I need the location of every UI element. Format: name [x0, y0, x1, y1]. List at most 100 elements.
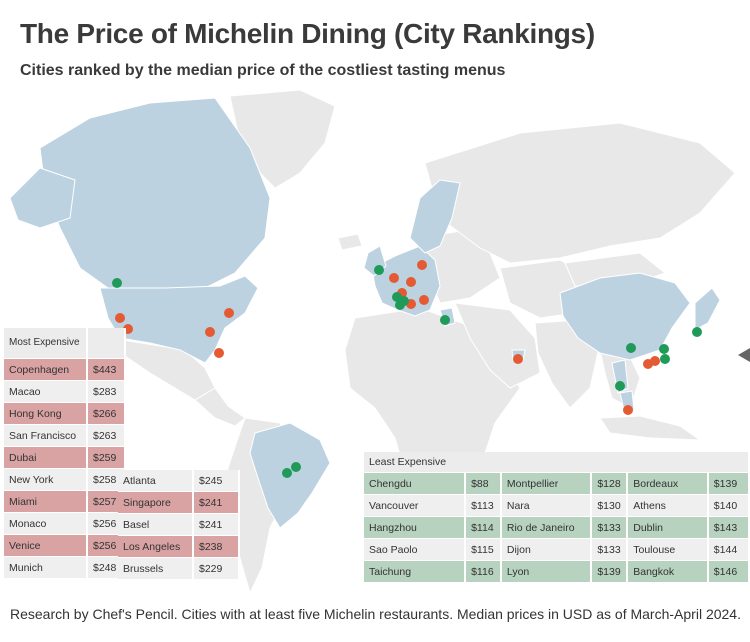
city-price: $443: [87, 358, 126, 381]
table-row: Hangzhou $114 Rio de Janeiro $133 Dublin $143: [364, 516, 750, 539]
singapore-malaysia: [619, 390, 635, 411]
city-name: Bangkok: [627, 560, 709, 583]
city-price: $241: [193, 491, 240, 514]
most-expensive-header: Most Expensive: [4, 328, 88, 359]
table-row: San Francisco $263: [4, 424, 126, 447]
most-expensive-table: Most Expensive Copenhagen $443 Macao $283 Ho…: [4, 328, 126, 579]
city-name: Basel: [118, 513, 194, 536]
china: [559, 272, 691, 361]
middle-east: [454, 302, 541, 389]
marker-munich: [406, 277, 416, 287]
city-name: Chengdu: [364, 472, 467, 495]
city-price: $257: [87, 490, 126, 513]
city-name: New York: [4, 468, 88, 491]
footer-note: Research by Chef's Pencil. Cities with a…: [10, 606, 741, 622]
marker-brussels: [389, 273, 399, 283]
most-expensive-table-2: Atlanta $245 Singapore $241 Basel $241 Los Ang…: [118, 470, 240, 580]
japan: [694, 287, 721, 331]
marker-athens: [440, 315, 450, 325]
city-name: Venice: [4, 534, 88, 557]
city-name: Miami: [4, 490, 88, 513]
marker-macao: [650, 356, 660, 366]
marker-montpellier: [395, 300, 405, 310]
city-price: $133: [591, 538, 629, 561]
table-row: Singapore $241: [118, 491, 240, 514]
table-row: Sao Paolo $115 Dijon $133 Toulouse $144: [364, 538, 750, 561]
marker-dublin: [374, 265, 384, 275]
marker-new-york: [224, 308, 234, 318]
city-price: $256: [87, 534, 126, 557]
scandinavia: [409, 179, 461, 254]
city-name: Rio de Janeiro: [500, 516, 593, 539]
marker-los-angeles: [115, 313, 125, 323]
marker-singapore: [623, 405, 633, 415]
city-name: Los Angeles: [118, 535, 194, 558]
city-price: $114: [465, 516, 502, 539]
table-row: Brussels $229: [118, 557, 240, 580]
city-name: Brussels: [118, 557, 194, 580]
iceland: [337, 233, 363, 251]
city-name: Munich: [4, 556, 88, 579]
city-price: $146: [707, 560, 750, 583]
city-price: $130: [591, 494, 629, 517]
city-name: Dijon: [500, 538, 593, 561]
page-title: The Price of Michelin Dining (City Ranki…: [20, 18, 595, 49]
city-name: Vancouver: [364, 494, 467, 517]
city-name: Macao: [4, 380, 88, 403]
marker-chengdu: [626, 343, 636, 353]
table-row: Munich $248: [4, 556, 126, 579]
marker-hangzhou: [659, 344, 669, 354]
table-row: Miami $257: [4, 490, 126, 513]
page-subtitle: Cities ranked by the median price of the…: [20, 62, 506, 79]
city-name: Taichung: [364, 560, 467, 583]
city-name: Hong Kong: [4, 402, 88, 425]
city-name: Singapore: [118, 491, 194, 514]
city-name: Monaco: [4, 512, 88, 535]
city-name: Copenhagen: [4, 358, 88, 381]
city-price: $140: [707, 494, 750, 517]
marker-miami: [214, 348, 224, 358]
marker-rio: [291, 462, 301, 472]
marker-vancouver: [112, 278, 122, 288]
city-price: $241: [193, 513, 240, 536]
table-row: Los Angeles $238: [118, 535, 240, 558]
marker-atlanta: [205, 327, 215, 337]
city-price: $128: [591, 472, 629, 495]
city-price: $229: [193, 557, 240, 580]
city-name: Dubai: [4, 446, 88, 469]
city-name: Toulouse: [627, 538, 709, 561]
city-price: $144: [707, 538, 750, 561]
table-row: Macao $283: [4, 380, 126, 403]
canada: [39, 97, 271, 294]
city-price: $115: [465, 538, 502, 561]
next-arrow-icon[interactable]: [738, 348, 750, 362]
city-price: $133: [591, 516, 629, 539]
city-price: $259: [87, 446, 126, 469]
table-row: Dubai $259: [4, 446, 126, 469]
city-price: $139: [591, 560, 629, 583]
city-name: Hangzhou: [364, 516, 467, 539]
city-price: $263: [87, 424, 126, 447]
usa: [99, 275, 259, 364]
city-price: $88: [465, 472, 502, 495]
city-price: $248: [87, 556, 126, 579]
city-price: $116: [465, 560, 502, 583]
table-row: Venice $256: [4, 534, 126, 557]
marker-bangkok: [615, 381, 625, 391]
table-row: Taichung $116 Lyon $139 Bangkok $146: [364, 560, 750, 583]
alaska: [9, 167, 76, 229]
city-name: Dublin: [627, 516, 709, 539]
table-row: Monaco $256: [4, 512, 126, 535]
city-name: Athens: [627, 494, 709, 517]
city-price: $143: [707, 516, 750, 539]
marker-sao-paulo: [282, 468, 292, 478]
indonesia: [599, 415, 702, 441]
city-price: $238: [193, 535, 240, 558]
table-row: Hong Kong $266: [4, 402, 126, 425]
table-row: New York $258: [4, 468, 126, 491]
table-row: Vancouver $113 Nara $130 Athens $140: [364, 494, 750, 517]
table-row: Copenhagen $443: [4, 358, 126, 381]
city-name: Montpellier: [500, 472, 593, 495]
table-row: Chengdu $88 Montpellier $128 Bordeaux $139: [364, 472, 750, 495]
city-price: $266: [87, 402, 126, 425]
